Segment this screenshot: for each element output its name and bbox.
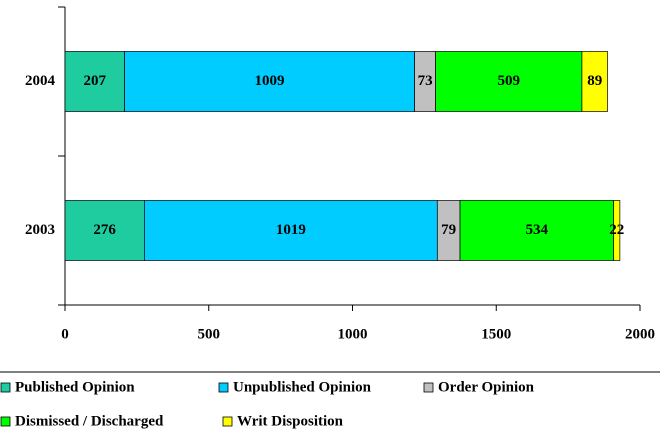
legend-label: Dismissed / Discharged (15, 413, 164, 429)
data-label: 79 (441, 222, 456, 238)
x-tick-label: 1000 (338, 326, 368, 342)
data-label: 1019 (276, 222, 306, 238)
data-label: 207 (84, 73, 107, 89)
data-label: 89 (587, 73, 602, 89)
data-label: 276 (93, 222, 116, 238)
bar-segment (613, 200, 621, 261)
legend-label: Order Opinion (438, 379, 535, 395)
data-label: 73 (418, 73, 433, 89)
data-label: 509 (498, 73, 521, 89)
legend-label: Unpublished Opinion (233, 379, 372, 395)
x-tick-label: 1500 (481, 326, 511, 342)
x-tick-label: 0 (61, 326, 69, 342)
x-tick-label: 500 (198, 326, 221, 342)
legend-swatch (0, 416, 11, 427)
bar-segment (581, 51, 608, 112)
legend-swatch (423, 382, 434, 393)
bar-segment (435, 51, 583, 112)
bar-segment (64, 200, 145, 261)
data-label: 22 (609, 222, 624, 238)
bar-segment (459, 200, 614, 261)
data-label: 1009 (255, 73, 285, 89)
bar-segment (144, 200, 438, 261)
x-tick-label: 2000 (625, 326, 655, 342)
legend-swatch (218, 382, 229, 393)
legend-label: Published Opinion (15, 379, 135, 395)
legend-swatch (0, 382, 11, 393)
legend-swatch (222, 416, 233, 427)
y-tick-label: 2004 (25, 73, 56, 89)
data-label: 534 (526, 222, 549, 238)
legend-label: Writ Disposition (237, 413, 344, 429)
bar-segment (124, 51, 415, 112)
y-tick-label: 2003 (25, 222, 55, 238)
